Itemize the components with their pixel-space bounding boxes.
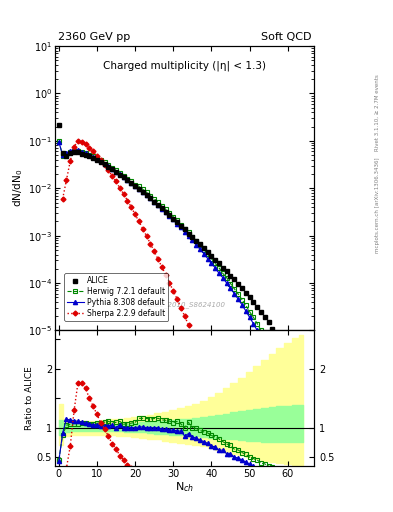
ALICE bbox=[156, 202, 160, 208]
Herwig 7.2.1 default bbox=[213, 260, 218, 266]
Line: ALICE: ALICE bbox=[57, 122, 301, 380]
X-axis label: N$_{ch}$: N$_{ch}$ bbox=[175, 480, 194, 494]
Text: Charged multiplicity (|η| < 1.3): Charged multiplicity (|η| < 1.3) bbox=[103, 60, 266, 71]
Herwig 7.2.1 default bbox=[87, 152, 92, 158]
Text: Soft QCD: Soft QCD bbox=[261, 32, 312, 42]
Sherpa 2.2.9 default bbox=[175, 296, 180, 302]
Sherpa 2.2.9 default bbox=[129, 204, 134, 210]
Pythia 8.308 default bbox=[209, 260, 214, 266]
ALICE bbox=[190, 233, 195, 240]
Legend: ALICE, Herwig 7.2.1 default, Pythia 8.308 default, Sherpa 2.2.9 default: ALICE, Herwig 7.2.1 default, Pythia 8.30… bbox=[64, 273, 168, 321]
Y-axis label: dN/dN$_0$: dN/dN$_0$ bbox=[11, 169, 25, 207]
Sherpa 2.2.9 default bbox=[75, 138, 80, 144]
Herwig 7.2.1 default bbox=[156, 199, 160, 205]
Sherpa 2.2.9 default bbox=[137, 218, 141, 224]
Herwig 7.2.1 default bbox=[175, 217, 180, 223]
Pythia 8.308 default bbox=[297, 420, 301, 426]
Text: 2360 GeV pp: 2360 GeV pp bbox=[58, 32, 130, 42]
ALICE bbox=[209, 252, 214, 259]
Y-axis label: Ratio to ALICE: Ratio to ALICE bbox=[25, 366, 34, 430]
Pythia 8.308 default bbox=[57, 139, 61, 145]
Sherpa 2.2.9 default bbox=[182, 313, 187, 319]
Herwig 7.2.1 default bbox=[190, 233, 195, 240]
ALICE bbox=[297, 375, 301, 381]
Pythia 8.308 default bbox=[156, 202, 160, 208]
Sherpa 2.2.9 default bbox=[60, 196, 65, 202]
ALICE bbox=[57, 121, 61, 127]
Herwig 7.2.1 default bbox=[209, 255, 214, 262]
ALICE bbox=[213, 257, 218, 263]
Text: ALICE_2010_S8624100: ALICE_2010_S8624100 bbox=[144, 301, 225, 308]
Pythia 8.308 default bbox=[87, 152, 92, 158]
Herwig 7.2.1 default bbox=[297, 413, 301, 419]
Pythia 8.308 default bbox=[190, 237, 195, 243]
Herwig 7.2.1 default bbox=[57, 138, 61, 144]
Line: Pythia 8.308 default: Pythia 8.308 default bbox=[57, 140, 301, 425]
Text: mcplots.cern.ch [arXiv:1306.3436]: mcplots.cern.ch [arXiv:1306.3436] bbox=[375, 157, 380, 252]
Sherpa 2.2.9 default bbox=[228, 425, 233, 431]
Line: Herwig 7.2.1 default: Herwig 7.2.1 default bbox=[57, 139, 301, 418]
ALICE bbox=[87, 153, 92, 159]
Pythia 8.308 default bbox=[175, 221, 180, 227]
ALICE bbox=[175, 220, 180, 226]
Pythia 8.308 default bbox=[213, 265, 218, 271]
Text: Rivet 3.1.10, ≥ 2.7M events: Rivet 3.1.10, ≥ 2.7M events bbox=[375, 74, 380, 151]
Line: Sherpa 2.2.9 default: Sherpa 2.2.9 default bbox=[61, 139, 301, 512]
